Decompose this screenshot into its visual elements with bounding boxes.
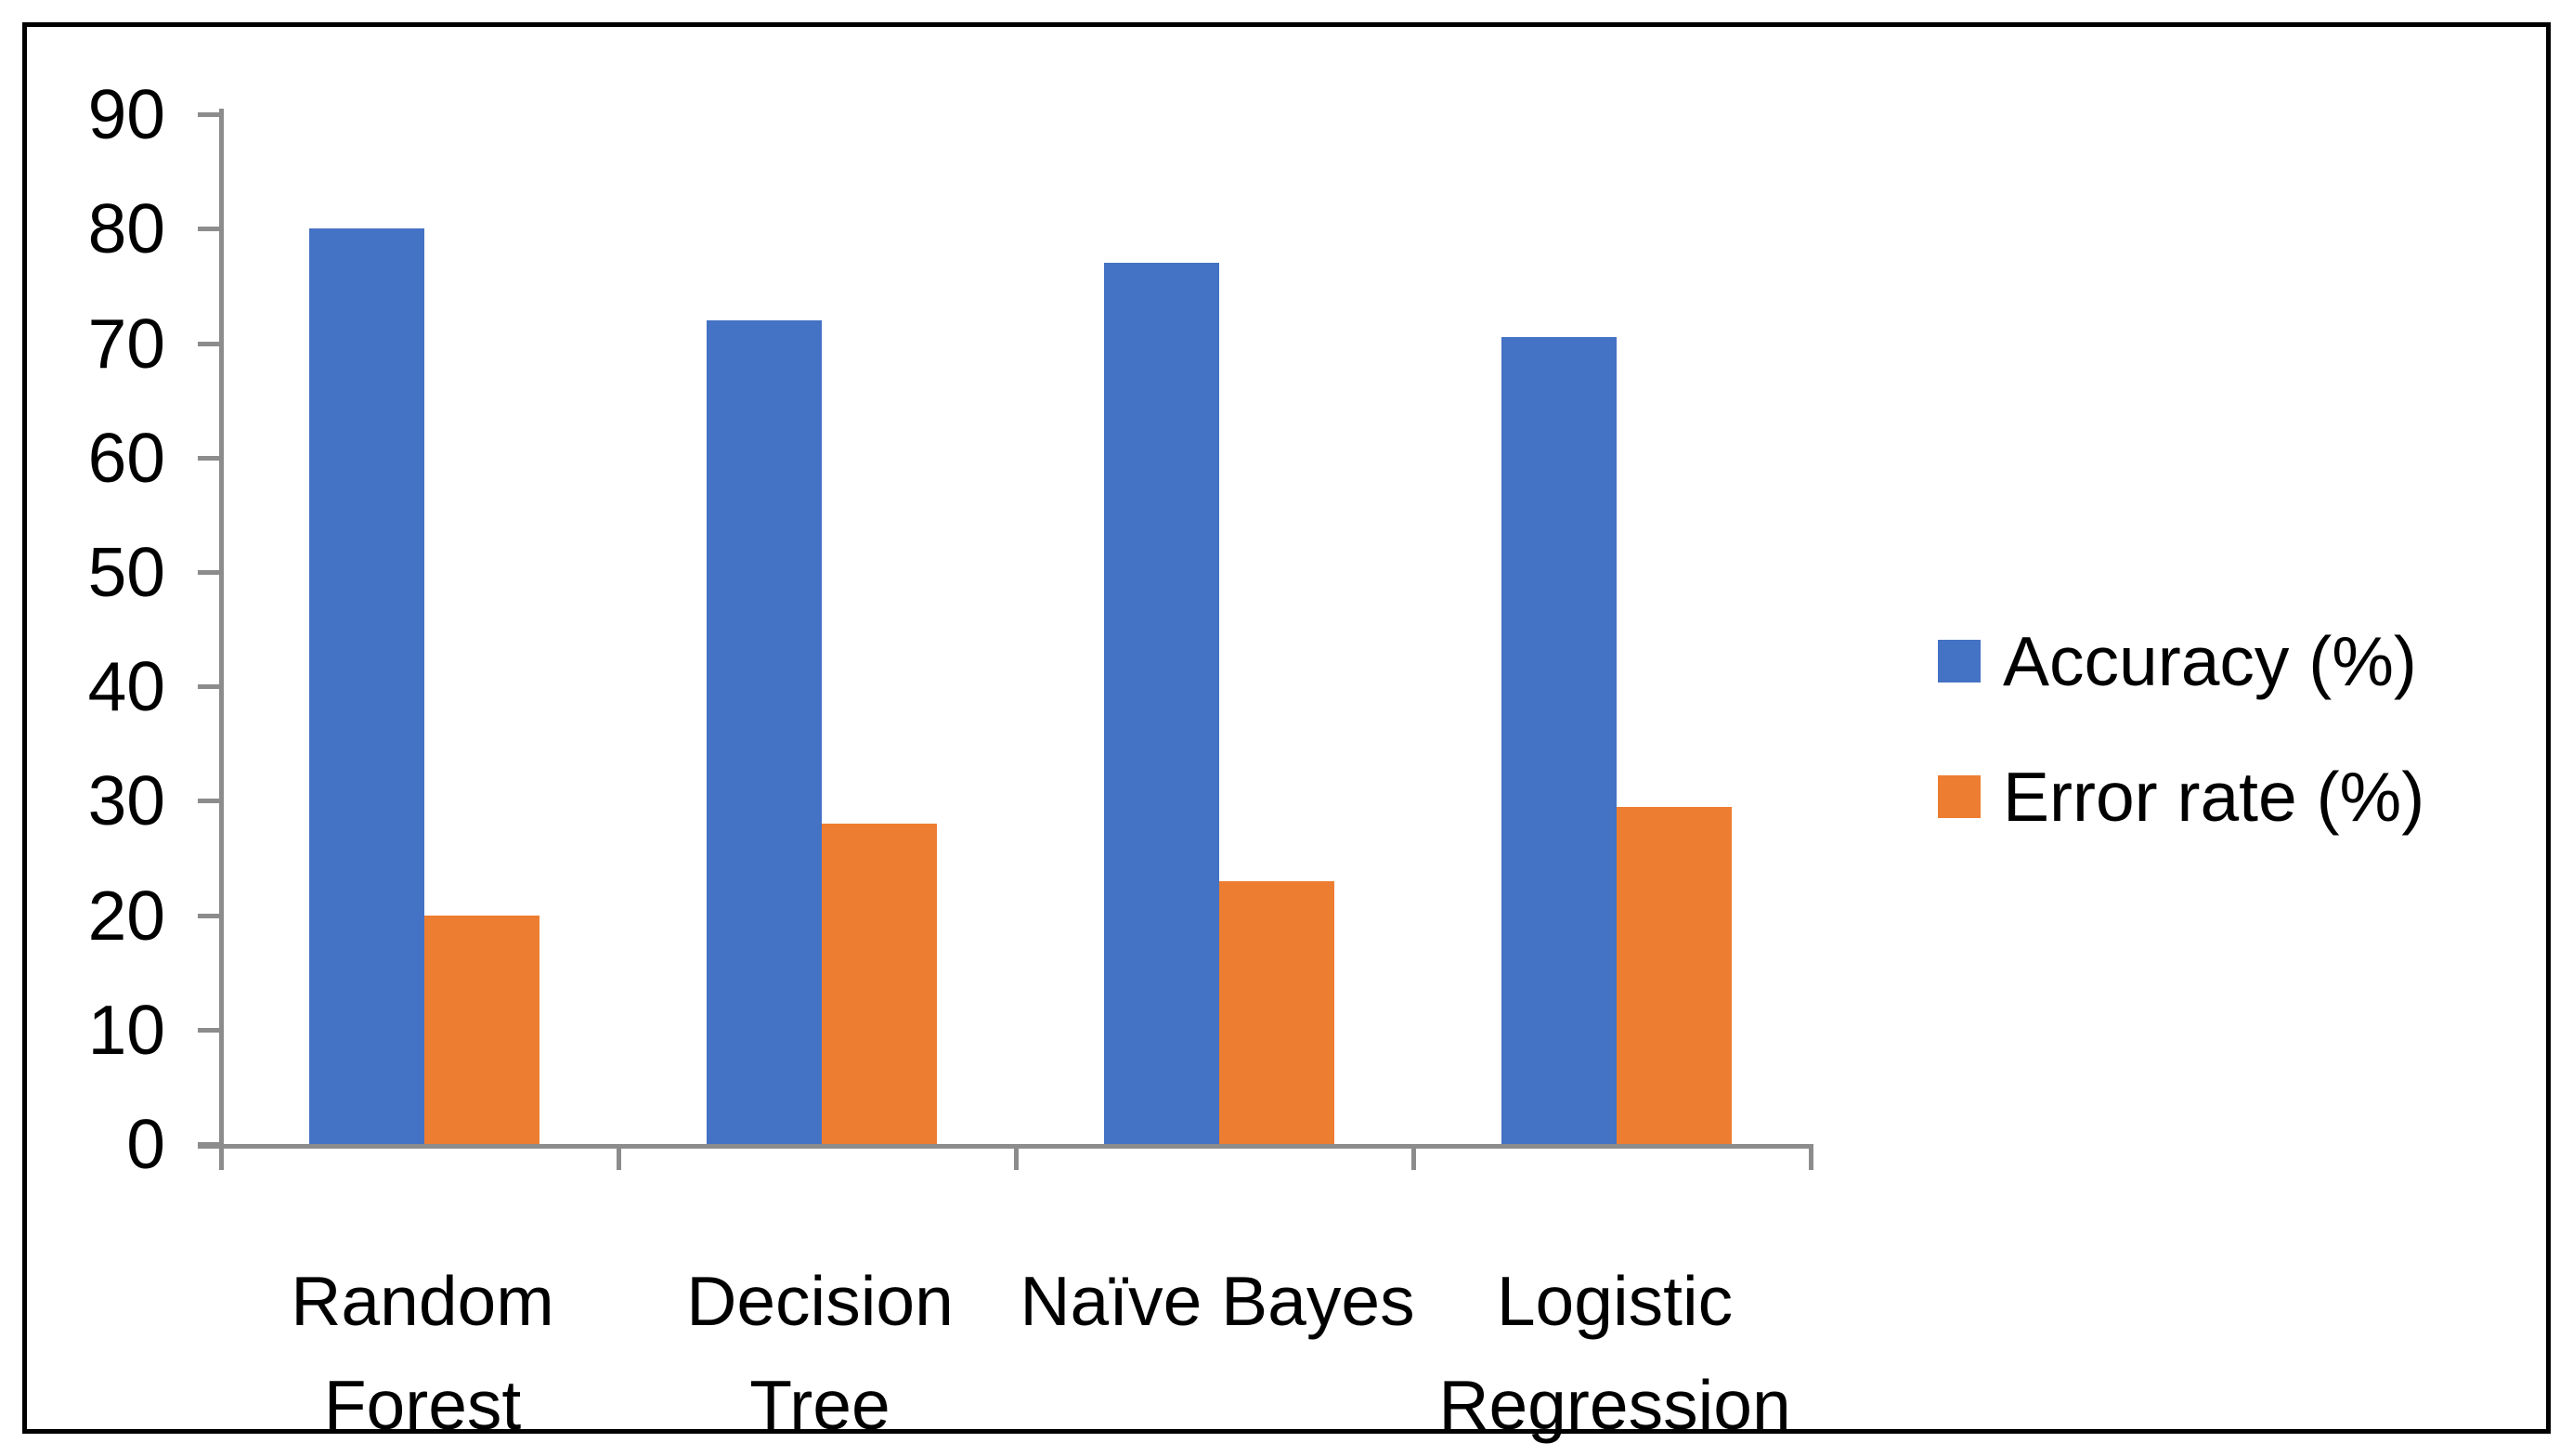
y-axis-tick-label: 20: [87, 877, 165, 955]
y-axis-tick: [198, 914, 224, 918]
y-axis-tick: [198, 570, 224, 575]
y-axis-tick: [198, 1028, 224, 1033]
y-axis-tick-label: 80: [87, 189, 165, 267]
y-axis-tick-label: 30: [87, 761, 165, 839]
x-axis-tick: [1809, 1144, 1813, 1170]
x-axis-category-label-line: Regression: [1438, 1366, 1791, 1444]
x-axis-category-label-line: Random: [291, 1262, 554, 1340]
legend-item: Error rate (%): [1938, 753, 2424, 840]
x-axis-category-label-line: Naïve Bayes: [1020, 1262, 1415, 1340]
legend-label: Accuracy (%): [2003, 622, 2417, 700]
legend-swatch-accuracy: [1938, 640, 1981, 682]
figure-border: [22, 22, 2551, 1434]
legend: Accuracy (%) Error rate (%): [1938, 618, 2424, 889]
y-axis-tick-label: 70: [87, 305, 165, 383]
x-axis-tick: [617, 1144, 621, 1170]
legend-swatch-error-rate: [1938, 775, 1981, 818]
y-axis-tick-label: 0: [126, 1105, 165, 1183]
bar-accuracy-logistic-regression: [1501, 337, 1617, 1144]
bar-accuracy-decision-tree: [707, 320, 822, 1144]
legend-item: Accuracy (%): [1938, 618, 2424, 705]
bar-error-rate-na-ve-bayes: [1219, 881, 1334, 1144]
x-axis-category-label: Decision Tree: [616, 1249, 1024, 1456]
y-axis-line: [219, 109, 224, 1170]
y-axis-tick: [198, 227, 224, 231]
y-axis-tick: [198, 684, 224, 689]
x-axis-category-label-line: Tree: [749, 1366, 890, 1444]
x-axis-category-label: Naïve Bayes: [1013, 1249, 1422, 1353]
y-axis-tick-label: 90: [87, 75, 165, 153]
bar-accuracy-random-forest: [309, 228, 424, 1144]
y-axis-tick: [198, 1142, 224, 1147]
y-axis-tick: [198, 456, 224, 461]
x-axis-line: [198, 1144, 1813, 1149]
x-axis-category-label-line: Logistic: [1496, 1262, 1734, 1340]
y-axis-tick: [198, 112, 224, 117]
y-axis-tick-label: 50: [87, 533, 165, 611]
x-axis-category-label-line: Decision: [686, 1262, 954, 1340]
bar-error-rate-logistic-regression: [1617, 807, 1732, 1144]
y-axis-tick-label: 40: [87, 647, 165, 725]
x-axis-category-label: Logistic Regression: [1410, 1249, 1819, 1456]
y-axis-tick-label: 60: [87, 419, 165, 497]
bar-accuracy-na-ve-bayes: [1104, 263, 1219, 1144]
x-axis-tick: [1014, 1144, 1019, 1170]
y-axis-tick: [198, 799, 224, 803]
bar-error-rate-decision-tree: [822, 824, 937, 1144]
y-axis-tick-label: 10: [87, 991, 165, 1069]
x-axis-tick: [1411, 1144, 1416, 1170]
y-axis-tick: [198, 342, 224, 346]
x-axis-category-label: Random Forest: [218, 1249, 627, 1456]
legend-label: Error rate (%): [2003, 758, 2425, 836]
bar-error-rate-random-forest: [424, 916, 539, 1144]
x-axis-category-label-line: Forest: [323, 1366, 522, 1444]
